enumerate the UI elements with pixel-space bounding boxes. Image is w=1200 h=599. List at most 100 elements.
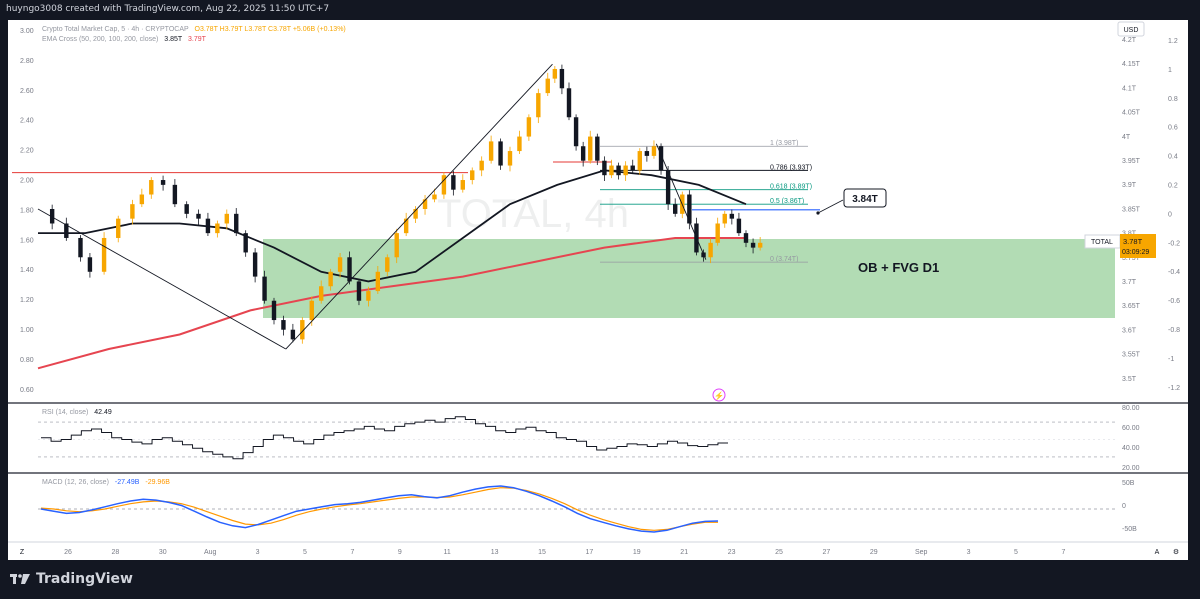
candle[interactable] [160, 175, 166, 191]
candle[interactable] [536, 88, 541, 124]
candle[interactable] [623, 161, 628, 181]
settings-icon[interactable]: ⚙ [1173, 548, 1179, 556]
candle[interactable] [517, 130, 522, 154]
rsi-panel[interactable]: 80.00 60.00 40.00 20.00 [38, 405, 1140, 472]
candle[interactable] [87, 252, 93, 278]
candle[interactable] [588, 130, 593, 164]
macd-panel[interactable]: 50B 0 -50B [38, 480, 1137, 533]
ob-fvg-zone[interactable] [263, 239, 1115, 318]
lightning-icon[interactable]: ⚡ [712, 388, 726, 402]
candle[interactable] [139, 188, 145, 208]
candle[interactable] [441, 172, 447, 199]
candle[interactable] [470, 167, 475, 185]
fib-trend-line[interactable] [655, 143, 707, 260]
candle[interactable] [498, 138, 503, 170]
candle[interactable] [507, 146, 513, 172]
candle[interactable] [479, 156, 484, 177]
candle[interactable] [451, 170, 456, 196]
time-axis[interactable]: 26 28 30 Aug 3 5 7 9 11 13 15 17 19 21 23 25 27 29 Sep 3 5 7 [64, 549, 1065, 556]
candle[interactable] [184, 201, 189, 219]
macd-line[interactable] [40, 485, 719, 533]
ema-slow-line[interactable] [37, 237, 746, 370]
candle[interactable] [616, 162, 621, 180]
candle[interactable] [149, 177, 154, 199]
candle[interactable] [595, 133, 600, 166]
candle[interactable] [356, 278, 362, 306]
candle[interactable] [215, 220, 220, 238]
candle[interactable] [394, 228, 399, 264]
fib-level[interactable]: 0.5 (3.86T) [600, 198, 808, 205]
candle[interactable] [630, 159, 635, 174]
candle[interactable] [687, 190, 692, 230]
candle[interactable] [460, 174, 465, 193]
macd-signal-line[interactable] [40, 487, 718, 531]
candle[interactable] [432, 188, 437, 203]
candle[interactable] [526, 114, 532, 141]
candle[interactable] [729, 209, 735, 225]
candle[interactable] [234, 208, 239, 237]
candle[interactable] [422, 194, 428, 215]
candle[interactable] [488, 135, 494, 164]
candle[interactable] [64, 217, 69, 241]
candle[interactable] [101, 232, 107, 275]
candle[interactable] [413, 206, 418, 224]
price-chart[interactable]: TOTAL, 4h 1 (3.98T) 0.786 (3.93T) 0.618 (3… [8, 20, 1188, 560]
candle[interactable] [665, 166, 671, 210]
candle[interactable] [658, 143, 664, 175]
candle[interactable] [337, 252, 343, 278]
fib-level[interactable]: 0.618 (3.89T) [600, 184, 812, 191]
candle[interactable] [673, 198, 678, 217]
candle[interactable] [580, 141, 586, 167]
candle[interactable] [252, 248, 258, 283]
candle[interactable] [573, 114, 579, 151]
candle[interactable] [271, 297, 277, 325]
candle[interactable] [637, 148, 642, 175]
candle[interactable] [403, 212, 409, 237]
candle[interactable] [651, 140, 657, 159]
candle[interactable] [319, 280, 324, 304]
candle[interactable] [78, 235, 83, 262]
chart-area[interactable]: TOTAL, 4h 1 (3.98T) 0.786 (3.93T) 0.618 (3… [8, 20, 1188, 560]
candle[interactable] [196, 209, 201, 225]
ema-fast-line[interactable] [38, 169, 747, 283]
candle[interactable] [172, 179, 178, 208]
tradingview-logo[interactable]: TradingView [10, 571, 133, 587]
candle[interactable] [545, 72, 550, 97]
candle[interactable] [300, 317, 305, 344]
candle[interactable] [715, 217, 720, 246]
auto-scale-button[interactable]: A [1155, 549, 1160, 556]
candle[interactable] [750, 238, 756, 254]
candle[interactable] [205, 212, 211, 237]
candle[interactable] [602, 156, 607, 181]
target-callout[interactable]: 3.84T [816, 188, 887, 215]
currency-button[interactable]: USD [1117, 21, 1145, 37]
axis-corner-left[interactable]: Z [20, 549, 25, 556]
candle[interactable] [566, 82, 572, 121]
candle[interactable] [290, 323, 296, 343]
candle[interactable] [328, 268, 333, 291]
fib-level[interactable]: 0 (3.74T) [600, 256, 808, 263]
candle[interactable] [116, 215, 121, 243]
candle[interactable] [347, 251, 352, 285]
far-right-axis[interactable]: 1.2 1 0.8 0.6 0.4 0.2 0 -0.2 -0.4 -0.6 -0.8 -1 -1.2 [1168, 38, 1180, 392]
candle[interactable] [736, 212, 742, 237]
candle[interactable] [262, 270, 267, 304]
candle[interactable] [552, 66, 558, 83]
candle[interactable] [385, 254, 390, 277]
candle[interactable] [375, 265, 381, 294]
trend-line-down[interactable] [37, 208, 287, 350]
fib-level[interactable]: 1 (3.98T) [600, 140, 808, 147]
candle[interactable] [366, 286, 371, 307]
candle[interactable] [224, 209, 229, 230]
left-axis[interactable]: 3.00 2.80 2.60 2.40 2.20 2.00 1.80 1.60 1.40 1.20… [20, 28, 34, 394]
candle[interactable] [559, 64, 565, 95]
trend-line-up[interactable] [285, 63, 553, 350]
candle[interactable] [708, 238, 713, 264]
candle[interactable] [130, 199, 135, 225]
candle[interactable] [644, 146, 650, 162]
candle[interactable] [281, 315, 286, 336]
candle[interactable] [722, 210, 727, 228]
candle[interactable] [743, 230, 749, 248]
candle[interactable] [609, 159, 614, 179]
candle[interactable] [757, 237, 763, 251]
